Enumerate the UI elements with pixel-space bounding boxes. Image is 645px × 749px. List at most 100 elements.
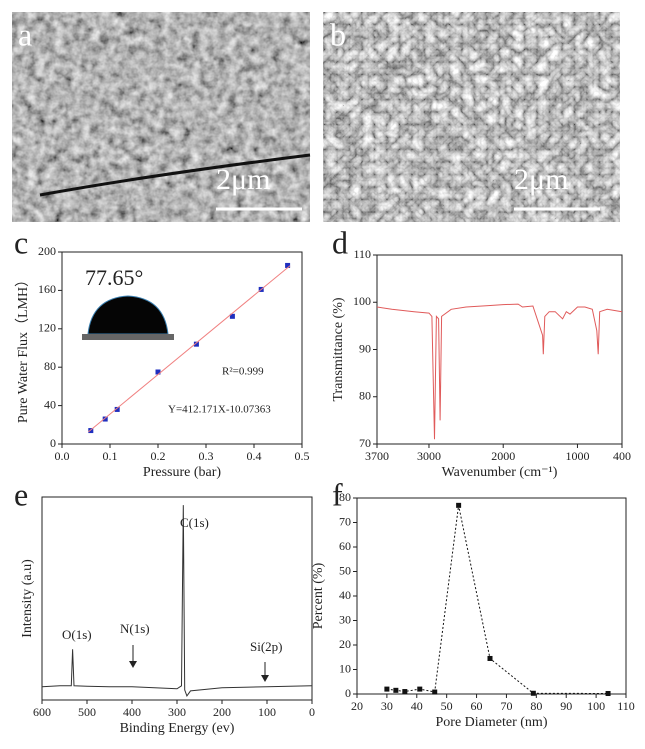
x-tick-label: 30 [381, 699, 393, 713]
x-tick-label: 90 [560, 699, 572, 713]
y-tick-label: 40 [339, 588, 351, 602]
arrow-head [129, 661, 137, 668]
x-tick-label: 60 [471, 699, 483, 713]
plot-frame [61, 251, 303, 445]
x-tick-label: 2000 [491, 449, 515, 463]
y-axis-title: Percent (%) [311, 562, 326, 629]
sem-texture [12, 12, 310, 222]
annotation: 77.65° [85, 265, 143, 290]
y-tick-label: 60 [339, 539, 351, 553]
marker [605, 691, 611, 697]
panel-label: f [332, 476, 343, 512]
plot-frame [356, 497, 627, 695]
x-axis-title: Pressure (bar) [143, 465, 221, 480]
x-tick-label: 20 [351, 699, 363, 713]
x-tick-label: 0.2 [151, 449, 166, 463]
marker [384, 686, 390, 692]
sem-texture [323, 12, 620, 222]
x-tick-label: 110 [617, 699, 635, 713]
contact-angle-droplet [82, 295, 174, 340]
substrate [82, 334, 174, 340]
scale-text: 2μm [514, 163, 568, 196]
panel-label: c [14, 224, 28, 260]
y-tick-label: 40 [44, 397, 56, 411]
y-tick-label: 70 [339, 514, 351, 528]
x-tick-label: 0.1 [103, 449, 118, 463]
annotation: C(1s) [180, 515, 209, 530]
marker [193, 341, 199, 347]
annotation: R²=0.999 [222, 366, 264, 378]
x-tick-label: 600 [33, 705, 51, 719]
marker [432, 689, 438, 695]
plot-frame [376, 254, 623, 445]
x-tick-label: 100 [258, 705, 276, 719]
y-axis-title: Pure Water Flux（LMH） [15, 273, 31, 423]
annotation: Y=412.171X-10.07363 [168, 404, 271, 416]
marker [456, 502, 462, 508]
y-axis-title: Intensity (a.u) [20, 559, 35, 638]
marker [530, 690, 536, 696]
y-tick-label: 110 [353, 247, 371, 261]
x-tick-label: 1000 [565, 449, 589, 463]
marker [402, 689, 408, 695]
x-tick-label: 3700 [365, 449, 389, 463]
x-axis-title: Binding Energy (ev) [120, 721, 235, 736]
annotation: O(1s) [62, 627, 92, 642]
image-label: b [330, 16, 346, 52]
marker [155, 369, 161, 375]
image-label: a [18, 16, 32, 52]
crack [39, 153, 311, 197]
x-tick-label: 300 [168, 705, 186, 719]
annotation: Si(2p) [250, 639, 283, 654]
series-line [88, 265, 291, 433]
sem-image-a: a 2μm [12, 12, 311, 222]
series-line [376, 303, 623, 440]
y-tick-label: 90 [359, 341, 371, 355]
x-tick-label: 0.3 [199, 449, 214, 463]
plot-frame [41, 496, 313, 701]
annotation: N(1s) [120, 621, 150, 636]
marker [285, 262, 291, 268]
y-tick-label: 120 [38, 321, 56, 335]
x-tick-label: 500 [78, 705, 96, 719]
y-tick-label: 80 [44, 359, 56, 373]
x-tick-label: 50 [441, 699, 453, 713]
marker [393, 687, 399, 693]
x-tick-label: 80 [530, 699, 542, 713]
y-tick-label: 100 [353, 294, 371, 308]
marker [229, 313, 235, 319]
droplet [87, 295, 169, 335]
x-axis-title: Wavenumber (cm⁻¹) [442, 465, 558, 480]
y-tick-label: 160 [38, 282, 56, 296]
y-tick-label: 0 [345, 686, 351, 700]
x-tick-label: 40 [411, 699, 423, 713]
sem-image-b: b 2μm [323, 12, 620, 222]
x-tick-label: 3000 [417, 449, 441, 463]
arrows [129, 645, 269, 682]
y-tick-label: 200 [38, 244, 56, 258]
marker [114, 406, 120, 412]
scale-text: 2μm [216, 163, 270, 196]
y-tick-label: 70 [359, 436, 371, 450]
x-tick-label: 200 [213, 705, 231, 719]
x-tick-label: 400 [613, 449, 631, 463]
y-tick-label: 0 [50, 436, 56, 450]
arrow-head [261, 675, 269, 682]
y-tick-label: 20 [339, 637, 351, 651]
x-tick-label: 100 [587, 699, 605, 713]
y-tick-label: 80 [339, 490, 351, 504]
x-tick-label: 0.0 [55, 449, 70, 463]
series-line [41, 505, 313, 697]
marker [417, 686, 423, 692]
x-tick-label: 0 [309, 705, 315, 719]
marker [487, 655, 493, 661]
panel-label: e [14, 476, 28, 512]
y-tick-label: 10 [339, 661, 351, 675]
marker [102, 416, 108, 422]
series-line [386, 505, 609, 694]
y-axis-title: Transmittance (%) [331, 297, 346, 401]
x-tick-label: 70 [500, 699, 512, 713]
y-tick-label: 50 [339, 563, 351, 577]
y-tick-label: 80 [359, 389, 371, 403]
